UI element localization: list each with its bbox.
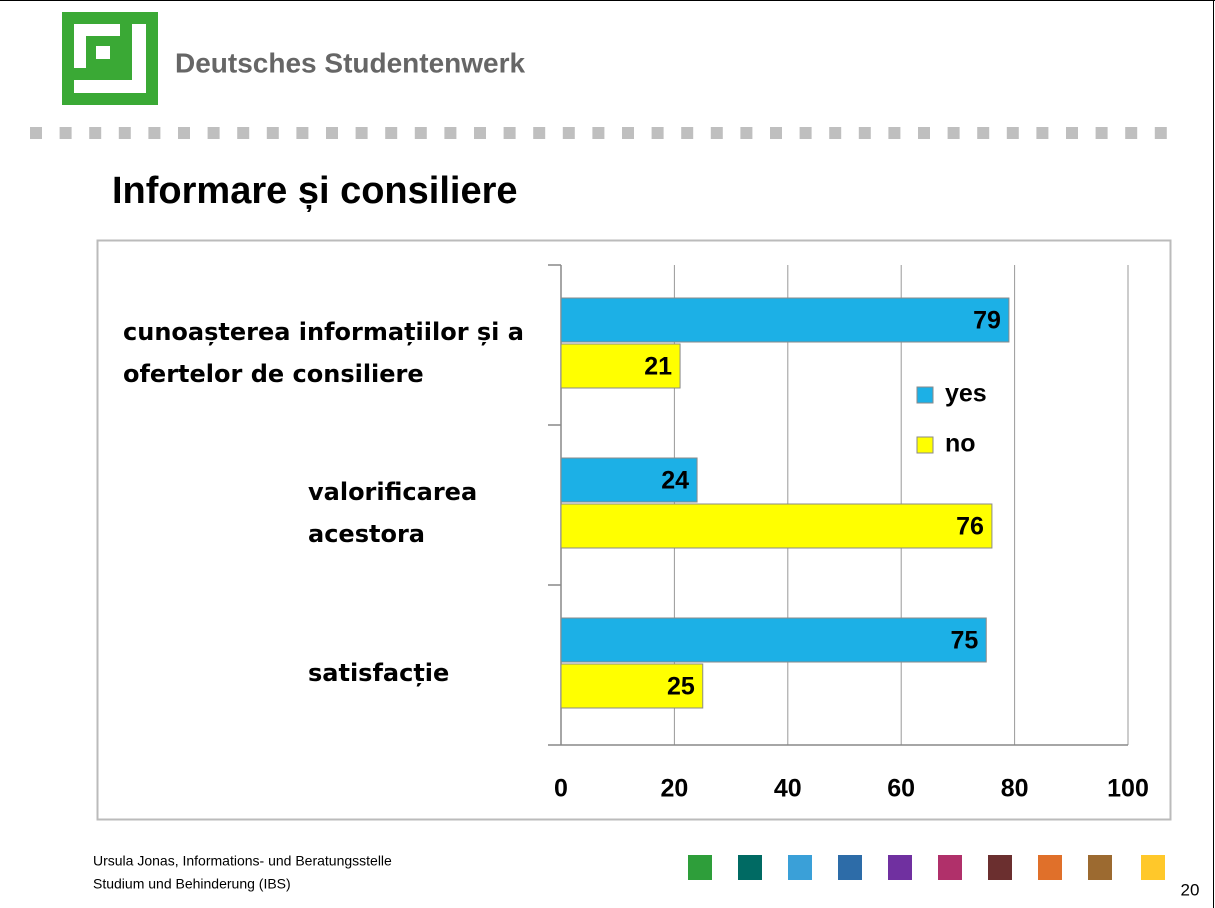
value-label: 75 <box>950 627 978 655</box>
x-tick-label: 100 <box>1107 775 1149 803</box>
divider-dot <box>533 127 546 139</box>
divider-dot <box>296 127 309 139</box>
divider-dot <box>59 127 72 139</box>
divider-dot <box>1036 127 1049 139</box>
divider-dot <box>385 127 398 139</box>
legend-label: yes <box>945 380 987 408</box>
divider-dot <box>918 127 930 139</box>
brand: Deutsches Studentenwerk <box>175 47 526 78</box>
value-label: 79 <box>973 307 1001 335</box>
value-label: 21 <box>644 353 672 381</box>
value-label: 25 <box>667 673 695 701</box>
x-tick-label: 60 <box>887 775 915 803</box>
category-label: satisfacție <box>308 658 450 687</box>
legend-swatch <box>916 436 934 454</box>
divider-dot <box>148 127 161 139</box>
bar <box>560 297 1010 343</box>
bar <box>560 663 704 709</box>
value-label: 76 <box>956 513 984 541</box>
divider-dot <box>1154 127 1167 139</box>
divider-dot <box>355 127 368 139</box>
bar <box>560 503 993 549</box>
divider <box>30 127 1167 139</box>
page-number: 20 <box>1181 880 1200 899</box>
divider-dot <box>266 127 279 139</box>
divider-dot <box>799 127 812 139</box>
x-tick-label: 40 <box>774 775 802 803</box>
divider-dot <box>888 127 901 139</box>
divider-dot <box>770 127 782 139</box>
divider-dot <box>503 127 516 139</box>
divider-dot <box>562 127 575 139</box>
category-label: cunoașterea informațiilor și a ofertelor… <box>123 317 524 388</box>
x-tick-label: 20 <box>660 775 688 803</box>
divider-dot <box>444 127 457 139</box>
divider-dot <box>681 127 694 139</box>
divider-dot <box>1066 127 1078 139</box>
bar <box>560 343 681 389</box>
divider-dot <box>178 127 190 139</box>
divider-dot <box>237 127 250 139</box>
divider-dot <box>829 127 842 139</box>
divider-dot <box>947 127 960 139</box>
divider-dot <box>326 127 338 139</box>
divider-dot <box>977 127 990 139</box>
divider-dot <box>740 127 753 139</box>
footer-line: Studium und Behinderung (IBS) <box>93 876 291 892</box>
footer-line: Ursula Jonas, Informations- und Beratung… <box>93 853 392 869</box>
divider-dot <box>858 127 871 139</box>
value-label: 24 <box>661 467 689 495</box>
logo <box>62 12 158 105</box>
divider-dot <box>118 127 131 139</box>
divider-dot <box>30 127 42 139</box>
divider-dot <box>1006 127 1019 139</box>
bar <box>560 457 698 503</box>
legend-swatch <box>916 386 934 404</box>
divider-dot <box>207 127 220 139</box>
legend-label: no <box>945 430 976 458</box>
slide-title: Informare și consiliere <box>112 170 518 212</box>
divider-dot <box>1095 127 1108 139</box>
divider-dot <box>1125 127 1138 139</box>
divider-dot <box>474 127 486 139</box>
x-tick-label: 0 <box>554 775 568 803</box>
divider-dot <box>710 127 723 139</box>
x-tick-label: 80 <box>1001 775 1029 803</box>
bar <box>560 617 987 663</box>
color-swatches <box>688 855 1165 880</box>
category-label: valorificarea acestora <box>308 477 478 548</box>
divider-dot <box>414 127 427 139</box>
divider-dot <box>592 127 605 139</box>
divider-dot <box>622 127 634 139</box>
divider-dot <box>89 127 102 139</box>
divider-dot <box>651 127 664 139</box>
